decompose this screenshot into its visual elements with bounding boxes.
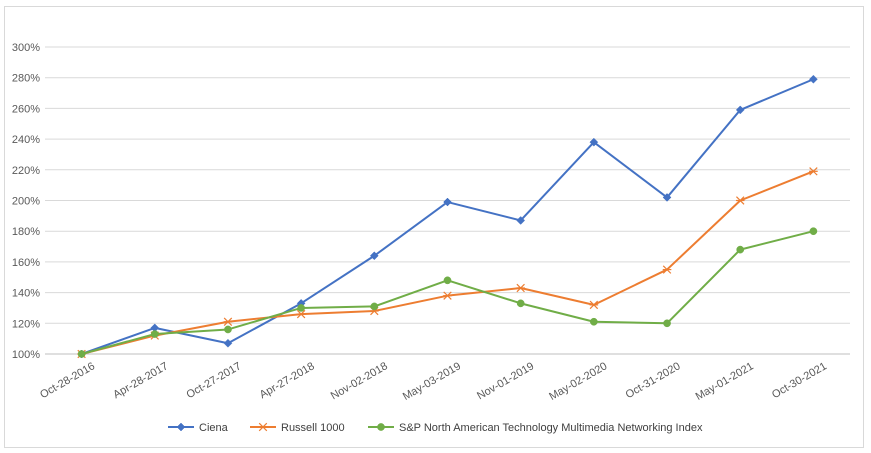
x-tick-label: Oct-27-2017 <box>184 360 243 401</box>
x-axis-ticks: Oct-28-2016 Apr-28-2017 Oct-27-2017 Apr-27-… <box>38 360 829 403</box>
data-point <box>590 317 598 326</box>
data-point <box>443 276 452 285</box>
data-point <box>77 350 86 358</box>
y-tick-label: 300% <box>12 42 40 54</box>
series-line <box>80 78 815 355</box>
series-2 <box>77 227 818 358</box>
data-point <box>809 227 818 236</box>
legend-label: S&P North American Technology Multimedia… <box>399 422 703 434</box>
x-tick-label: May-03-2019 <box>401 360 463 403</box>
x-tick-label: Oct-30-2021 <box>770 360 829 401</box>
y-tick-label: 120% <box>12 318 40 330</box>
y-tick-label: 200% <box>12 196 40 208</box>
data-point <box>589 137 599 147</box>
data-point <box>662 265 672 274</box>
data-point <box>223 317 233 326</box>
legend-item-1: Russell 1000 <box>250 422 345 434</box>
data-point <box>663 319 671 328</box>
y-tick-label: 240% <box>12 134 40 146</box>
series-group <box>77 74 818 359</box>
x-tick-label: Apr-28-2017 <box>111 360 170 401</box>
data-point <box>150 330 159 338</box>
data-point <box>589 300 599 310</box>
y-tick-label: 140% <box>12 288 40 300</box>
data-point <box>809 167 818 176</box>
data-point <box>296 309 306 319</box>
x-tick-label: Apr-27-2018 <box>258 360 317 401</box>
x-tick-label: Nov-01-2019 <box>475 360 536 402</box>
data-point <box>369 251 379 261</box>
data-point <box>662 193 672 202</box>
y-tick-label: 100% <box>12 349 40 361</box>
data-point <box>223 338 233 348</box>
y-tick-label: 280% <box>12 73 40 85</box>
y-tick-label: 180% <box>12 226 40 238</box>
x-tick-label: Nov-02-2018 <box>329 360 390 402</box>
chart-frame <box>4 6 864 448</box>
data-point <box>809 74 818 84</box>
x-tick-label: May-01-2021 <box>694 360 756 403</box>
legend-marker <box>258 422 268 432</box>
y-tick-label: 260% <box>12 103 40 115</box>
data-point <box>443 197 452 207</box>
data-point <box>516 299 525 308</box>
legend-label: Ciena <box>199 422 229 434</box>
legend-label: Russell 1000 <box>281 422 345 434</box>
legend-marker <box>377 423 385 431</box>
legend-item-0: Ciena <box>168 422 229 434</box>
x-tick-label: Oct-28-2016 <box>38 360 97 401</box>
data-point <box>443 291 452 300</box>
data-point <box>735 105 745 115</box>
y-axis-ticks: 100% 120% 140% 160% 180% 200% 220% 240% 260% 280%… <box>12 42 40 361</box>
y-tick-label: 160% <box>12 257 40 269</box>
series-0 <box>77 74 818 359</box>
data-point <box>297 304 305 312</box>
y-tick-label: 220% <box>12 165 40 177</box>
legend: Ciena Russell 1000 S&P North American Tech… <box>168 422 703 434</box>
series-1 <box>77 167 818 359</box>
x-tick-label: Oct-31-2020 <box>624 360 683 401</box>
data-point <box>516 216 526 225</box>
legend-marker <box>176 422 186 432</box>
data-point <box>370 302 379 311</box>
legend-item-2: S&P North American Technology Multimedia… <box>368 422 703 434</box>
data-point <box>516 283 525 293</box>
data-point <box>736 245 745 254</box>
data-point <box>735 196 745 205</box>
x-tick-label: May-02-2020 <box>547 360 609 403</box>
data-point <box>224 325 232 334</box>
gridlines <box>45 46 850 355</box>
